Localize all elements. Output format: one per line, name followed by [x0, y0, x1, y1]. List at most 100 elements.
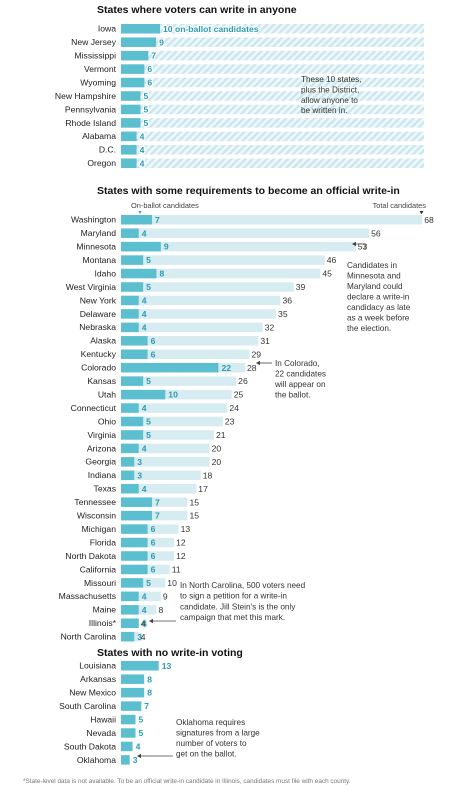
- annotation-line: declare a write-in: [347, 293, 410, 302]
- on-ballot-value-label: 8: [147, 674, 152, 684]
- annotation-line: campaign that met this mark.: [180, 613, 285, 622]
- on-ballot-bar: [121, 674, 145, 684]
- annotation-leader: [355, 243, 366, 250]
- state-label: California: [80, 564, 117, 574]
- on-ballot-bar: [121, 564, 148, 575]
- section-anyone: States where voters can write in anyone I…: [55, 4, 424, 169]
- on-ballot-bar: [121, 714, 136, 725]
- total-value-label: 24: [229, 403, 239, 413]
- total-value-label: 13: [181, 524, 191, 534]
- on-ballot-value-label: 4: [142, 605, 147, 615]
- total-value-label: 12: [176, 551, 186, 561]
- hatch-bar: [121, 91, 424, 101]
- on-ballot-value-label: 4: [142, 591, 147, 601]
- annotation-line: the election.: [347, 324, 391, 333]
- state-label: New Jersey: [71, 37, 117, 47]
- state-label: North Carolina: [61, 632, 117, 642]
- on-ballot-value-label: 5: [144, 118, 149, 128]
- on-ballot-bar: [121, 362, 219, 373]
- annotation-line: as a week before: [347, 314, 410, 323]
- annotation-arrowhead: [137, 753, 141, 759]
- on-ballot-value-label: 5: [146, 376, 151, 386]
- annotation-line: Minnesota and: [347, 272, 401, 281]
- total-value-label: 29: [251, 349, 261, 359]
- total-value-label: 23: [225, 417, 235, 427]
- hatch-bar: [121, 104, 424, 115]
- state-label: New York: [80, 295, 117, 305]
- on-ballot-value-label: 4: [140, 131, 145, 141]
- on-ballot-value-label: 4: [142, 322, 147, 332]
- state-label: Kentucky: [81, 349, 117, 359]
- annotation-line: 22 candidates: [275, 370, 326, 379]
- on-ballot-bar: [121, 443, 139, 454]
- on-ballot-value-label: 10 on-ballot candidates: [163, 24, 259, 34]
- state-label: Wyoming: [80, 77, 116, 87]
- state-label: Kansas: [87, 376, 116, 386]
- state-label: Arkansas: [80, 674, 116, 684]
- state-label: Oregon: [87, 158, 116, 168]
- state-label: Montana: [83, 255, 117, 265]
- annotation-line: Maryland could: [347, 282, 403, 291]
- total-value-label: 20: [212, 443, 222, 453]
- on-ballot-bar: [121, 322, 139, 333]
- on-ballot-value-label: 7: [151, 51, 156, 61]
- on-ballot-value-label: 5: [144, 105, 149, 115]
- legend-on-ballot: On-ballot candidates: [131, 201, 199, 210]
- state-label: Illinois*: [89, 618, 117, 628]
- state-label: Wisconsin: [77, 511, 116, 521]
- total-value-label: 4: [141, 618, 146, 628]
- section-no-write-in: States with no write-in voting Louisiana 1…: [59, 647, 260, 765]
- total-bar: [121, 524, 179, 534]
- state-label: Texas: [94, 484, 116, 494]
- total-value-label: 8: [158, 605, 163, 615]
- hatch-bar: [121, 131, 424, 142]
- annotation-line: plus the District,: [301, 85, 359, 94]
- on-ballot-bar: [121, 687, 145, 698]
- on-ballot-bar: [121, 295, 139, 306]
- on-ballot-value-label: 4: [140, 158, 145, 168]
- total-value-label: 12: [176, 538, 186, 548]
- total-value-label: 4: [141, 632, 146, 642]
- annotation-line: number of voters to: [176, 739, 247, 748]
- total-value-label: 21: [216, 430, 226, 440]
- on-ballot-value-label: 5: [146, 255, 151, 265]
- on-ballot-bar: [121, 591, 139, 602]
- state-label: South Carolina: [59, 701, 116, 711]
- on-ballot-bar: [121, 241, 161, 252]
- total-bar: [121, 430, 215, 440]
- legend-total-marker: [419, 211, 424, 215]
- on-ballot-bar: [121, 349, 148, 359]
- legend-total: Total candidates: [373, 201, 427, 210]
- on-ballot-value-label: 8: [147, 688, 152, 698]
- total-bar: [121, 322, 263, 333]
- total-value-label: 39: [296, 282, 306, 292]
- section-1-title: States where voters can write in anyone: [97, 4, 297, 16]
- state-label: Tennessee: [74, 497, 116, 507]
- annotation-line: be written in.: [301, 106, 347, 115]
- on-ballot-value-label: 3: [137, 632, 142, 642]
- state-label: Washington: [71, 215, 116, 225]
- on-ballot-bar: [121, 91, 141, 101]
- total-bar: [121, 389, 232, 400]
- annotation-line: the ballot.: [275, 391, 311, 400]
- on-ballot-bar: [121, 77, 145, 88]
- state-label: Delaware: [80, 309, 117, 319]
- on-ballot-bar: [121, 416, 144, 427]
- state-label: South Dakota: [64, 741, 116, 751]
- state-label: D.C.: [99, 145, 116, 155]
- state-label: Hawaii: [90, 714, 116, 724]
- state-label: Alabama: [82, 131, 116, 141]
- total-value-label: 20: [212, 457, 222, 467]
- on-ballot-bar: [121, 389, 166, 400]
- total-value-label: 15: [189, 511, 199, 521]
- total-value-label: 15: [189, 497, 199, 507]
- total-value-label: 10: [167, 578, 177, 588]
- on-ballot-bar: [121, 701, 142, 711]
- on-ballot-bar: [121, 376, 144, 386]
- annotation-line: In North Carolina, 500 voters need: [180, 581, 306, 590]
- on-ballot-value-label: 6: [151, 524, 156, 534]
- on-ballot-bar: [121, 255, 144, 265]
- total-bar: [121, 376, 237, 386]
- annotation-arrowhead: [256, 360, 260, 366]
- on-ballot-bar: [121, 131, 137, 142]
